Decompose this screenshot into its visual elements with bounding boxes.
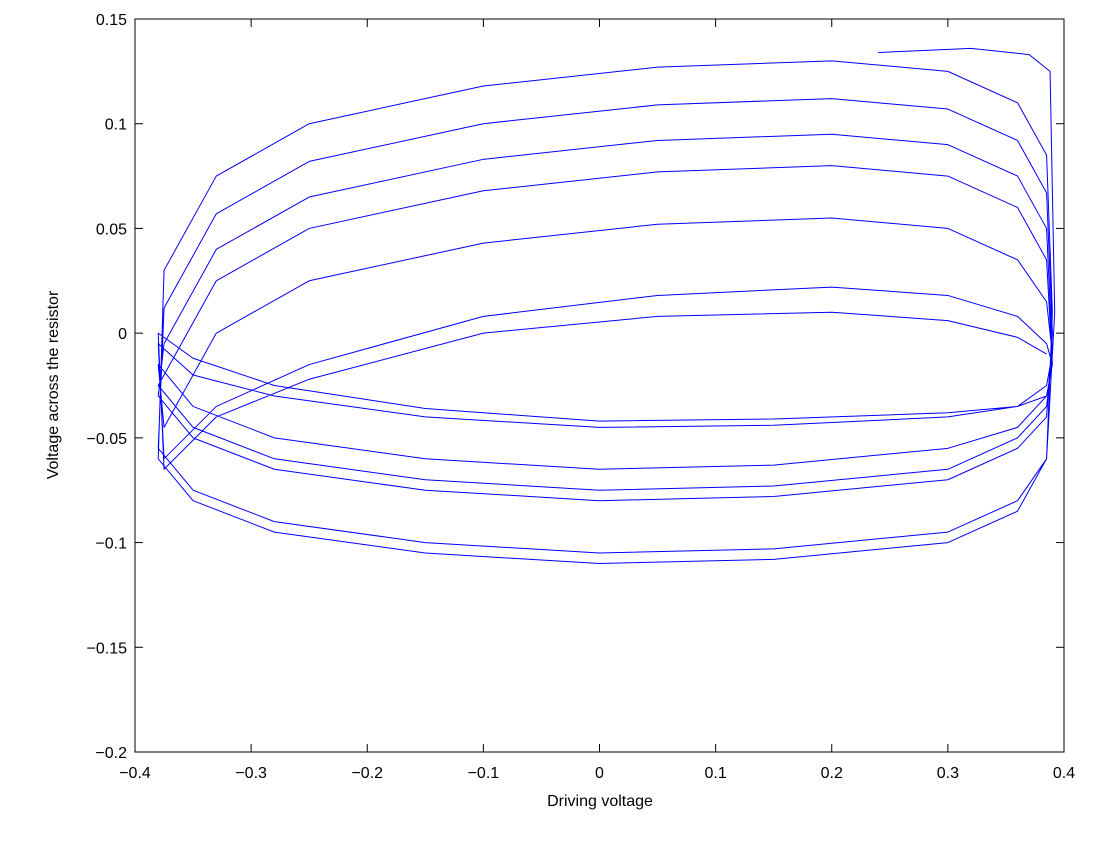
x-axis-label: Driving voltage [547,793,653,810]
x-tick-label: −0.4 [119,765,151,782]
y-axis-label: Voltage across the resistor [45,290,62,479]
y-tick-label: 0.05 [96,221,127,238]
x-tick-label: 0.4 [1053,765,1075,782]
y-tick-label: −0.1 [95,536,127,553]
y-tick-label: 0.1 [105,117,127,134]
y-tick-label: 0 [118,326,127,343]
x-tick-label: −0.1 [468,765,500,782]
x-tick-label: 0.3 [937,765,959,782]
x-tick-label: 0.2 [821,765,843,782]
x-tick-label: 0 [595,765,604,782]
x-tick-label: −0.2 [351,765,383,782]
x-tick-label: 0.1 [705,765,727,782]
y-tick-label: −0.15 [87,640,128,657]
data-line [157,47,1056,565]
y-tick-label: −0.2 [95,745,127,762]
y-tick-label: −0.05 [87,431,128,448]
y-tick-label: 0.15 [96,12,127,29]
x-tick-label: −0.3 [235,765,267,782]
